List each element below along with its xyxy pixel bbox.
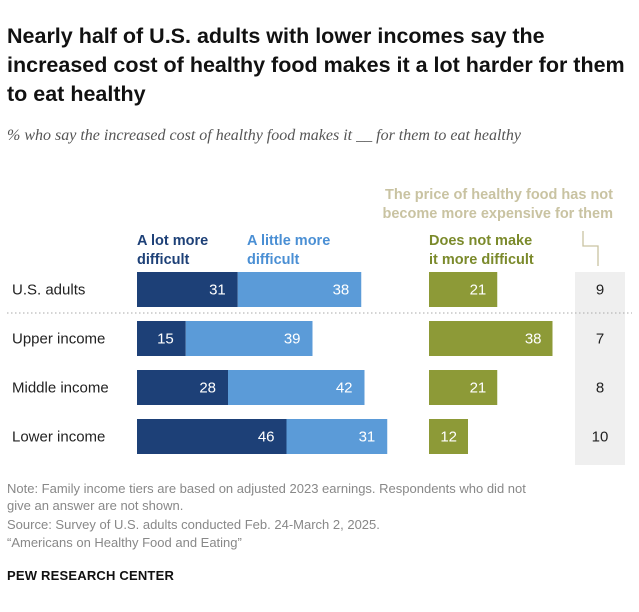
bar-notmake-upper-income xyxy=(429,321,553,356)
legend-does-not-make-more-difficult: Does not make it more difficult xyxy=(429,233,534,268)
bar-lot-lower-income xyxy=(137,419,287,454)
bar-notmake-lower-income xyxy=(429,419,468,454)
bar-lot-upper-income xyxy=(137,321,186,356)
bar-little-middle-income xyxy=(228,370,365,405)
bar-notmake-middle-income xyxy=(429,370,498,405)
bar-little-upper-income xyxy=(185,321,313,356)
category-label-middle-income: Middle income xyxy=(12,380,109,397)
value-little-middle-income: 42 xyxy=(336,380,353,397)
legend-little-more-difficult: A little more difficult xyxy=(247,233,331,268)
bar-little-u-s-adults xyxy=(237,272,362,307)
chart-subtitle: % who say the increased cost of healthy … xyxy=(7,127,521,144)
value-notmake-lower-income: 12 xyxy=(440,429,457,446)
value-notexp-lower-income: 10 xyxy=(592,429,609,446)
not-more-expensive-column-bg xyxy=(575,272,625,465)
bar-lot-middle-income xyxy=(137,370,228,405)
value-lot-middle-income: 28 xyxy=(199,380,216,397)
category-label-u-s-adults: U.S. adults xyxy=(12,282,85,299)
legend-lot-more-difficult: A lot more difficult xyxy=(137,233,209,268)
value-notmake-u-s-adults: 21 xyxy=(470,282,487,299)
value-little-upper-income: 39 xyxy=(284,331,301,348)
value-lot-upper-income: 15 xyxy=(157,331,174,348)
brand-logo-text: PEW RESEARCH CENTER xyxy=(7,568,175,583)
value-notmake-middle-income: 21 xyxy=(470,380,487,397)
value-lot-lower-income: 46 xyxy=(258,429,275,446)
value-notexp-upper-income: 7 xyxy=(596,331,604,348)
legend-price-not-more-expensive: The price of healthy food has not become … xyxy=(382,187,613,222)
note-line-2: give an answer are not shown. xyxy=(7,498,184,513)
header-connector-line xyxy=(582,231,599,266)
value-notmake-upper-income: 38 xyxy=(525,331,542,348)
category-label-lower-income: Lower income xyxy=(12,429,105,446)
bar-lot-u-s-adults xyxy=(137,272,238,307)
source-line: Source: Survey of U.S. adults conducted … xyxy=(7,517,380,532)
bar-notmake-u-s-adults xyxy=(429,272,498,307)
value-notexp-u-s-adults: 9 xyxy=(596,282,604,299)
value-little-u-s-adults: 38 xyxy=(333,282,350,299)
report-line: “Americans on Healthy Food and Eating” xyxy=(7,535,242,550)
value-notexp-middle-income: 8 xyxy=(596,380,604,397)
chart-title: Nearly half of U.S. adults with lower in… xyxy=(7,24,625,106)
value-little-lower-income: 31 xyxy=(359,429,376,446)
category-label-upper-income: Upper income xyxy=(12,331,105,348)
value-lot-u-s-adults: 31 xyxy=(209,282,226,299)
bar-little-lower-income xyxy=(286,419,388,454)
note-line-1: Note: Family income tiers are based on a… xyxy=(7,481,526,496)
